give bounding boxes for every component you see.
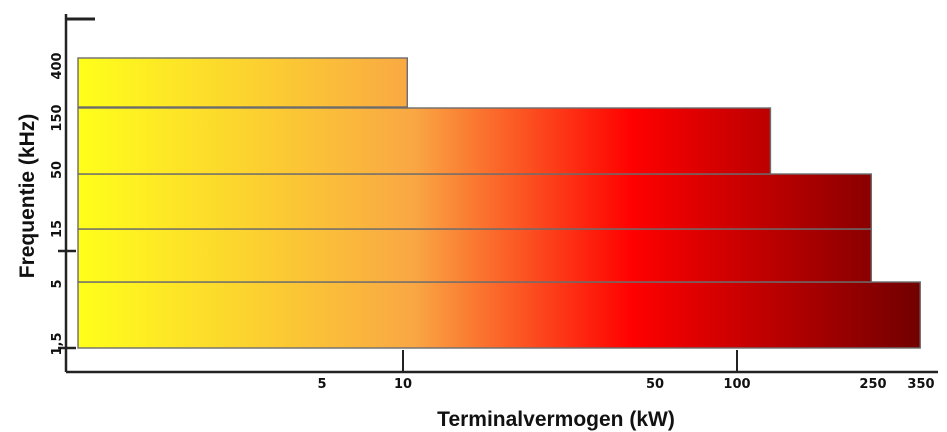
x-tick-label-10: 10 (394, 377, 412, 392)
axes (58, 14, 938, 374)
y-axis-title: Frequentie (kHz) (16, 114, 39, 279)
x-ticks-group: 5 10 50 100 250 350 (317, 350, 935, 392)
y-ticks-group: 1,5 5 15 50 150 400 (50, 52, 65, 355)
x-tick-label-5: 5 (317, 377, 326, 392)
x-axis-title: Terminalvermogen (kW) (437, 408, 675, 431)
y-tick-label-150: 150 (50, 104, 65, 131)
bar-2 (77, 228, 873, 283)
bar-5 (77, 57, 409, 108)
bar-1 (77, 281, 921, 349)
y-tick-label-15: 15 (50, 220, 65, 238)
bar-3 (77, 173, 873, 230)
x-tick-label-250: 250 (859, 377, 886, 392)
x-tick-label-350: 350 (907, 377, 934, 392)
x-tick-label-50: 50 (646, 377, 664, 392)
y-tick-label-1,5: 1,5 (50, 332, 65, 355)
bars-group (77, 57, 921, 349)
y-tick-label-400: 400 (50, 52, 65, 79)
y-tick-label-5: 5 (50, 279, 65, 288)
x-tick-label-100: 100 (723, 377, 750, 392)
bar-4 (77, 107, 772, 175)
y-tick-label-50: 50 (50, 161, 65, 179)
